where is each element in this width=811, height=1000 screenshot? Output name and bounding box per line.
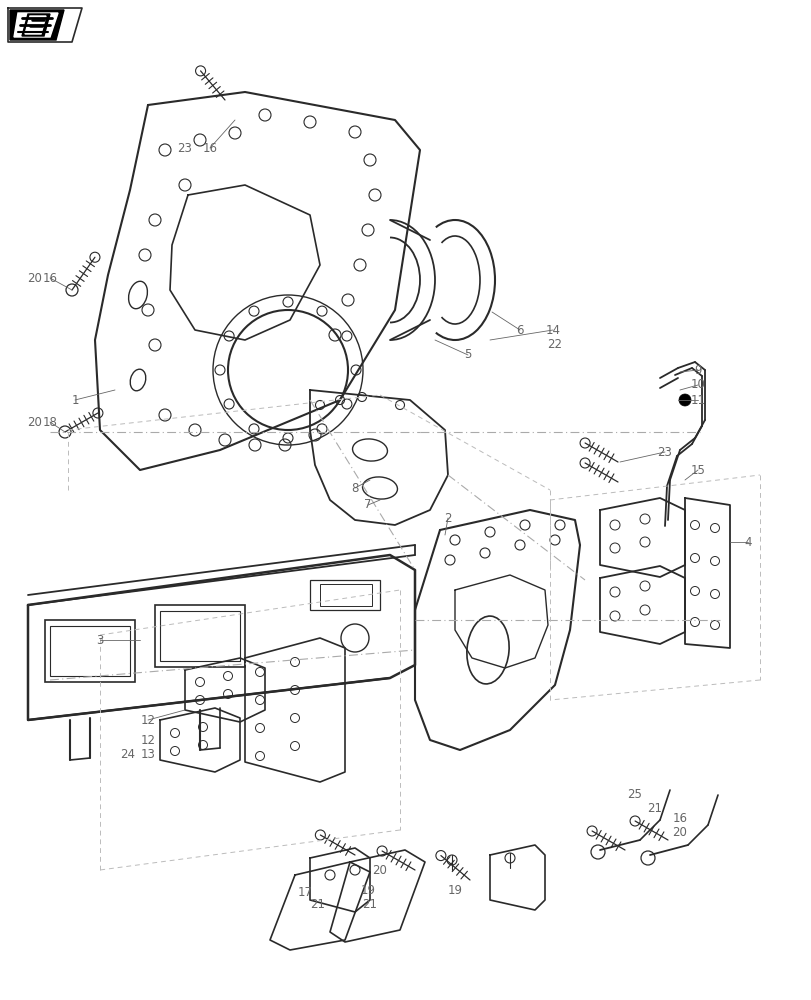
Text: 7: 7: [364, 498, 371, 512]
Polygon shape: [25, 16, 46, 34]
Text: 15: 15: [689, 464, 705, 477]
Text: 23: 23: [178, 141, 192, 154]
Bar: [320, 584, 371, 606]
Text: 24: 24: [120, 748, 135, 762]
Text: 18: 18: [42, 416, 58, 428]
Text: 19: 19: [447, 884, 462, 896]
Text: 20: 20: [28, 416, 42, 428]
Polygon shape: [14, 13, 58, 37]
Text: 8: 8: [351, 482, 358, 494]
Text: 9: 9: [693, 363, 701, 376]
Text: 5: 5: [464, 349, 471, 361]
Text: 4: 4: [744, 536, 751, 548]
Text: 20: 20: [28, 271, 42, 284]
Text: 13: 13: [140, 748, 155, 762]
Text: 20: 20: [372, 863, 387, 876]
Text: 25: 25: [627, 788, 642, 802]
Circle shape: [678, 394, 690, 406]
Bar: [155, 605, 245, 667]
Text: 12: 12: [140, 714, 156, 726]
Text: 20: 20: [672, 826, 687, 838]
Text: 3: 3: [97, 634, 104, 647]
Text: 22: 22: [547, 338, 562, 352]
Text: 16: 16: [672, 812, 687, 824]
Text: 19: 19: [360, 884, 375, 896]
Text: 16: 16: [42, 271, 58, 284]
Bar: [160, 611, 240, 661]
Text: 16: 16: [202, 141, 217, 154]
Bar: [45, 620, 135, 682]
Text: 23: 23: [657, 446, 672, 458]
Text: 1: 1: [71, 393, 79, 406]
Polygon shape: [10, 10, 64, 40]
Text: 10: 10: [689, 378, 705, 391]
Text: 21: 21: [362, 898, 377, 912]
Text: 21: 21: [310, 898, 325, 912]
Bar: [310, 580, 380, 610]
Text: 14: 14: [545, 324, 560, 336]
Text: 17: 17: [297, 886, 312, 898]
Polygon shape: [22, 14, 50, 36]
Text: 2: 2: [444, 512, 451, 524]
Bar: [50, 626, 130, 676]
Text: 6: 6: [516, 324, 523, 336]
Text: 21: 21: [646, 802, 662, 814]
Text: 12: 12: [140, 734, 156, 746]
Text: 11: 11: [689, 393, 705, 406]
